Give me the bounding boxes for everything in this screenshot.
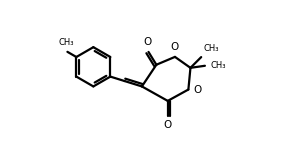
Text: CH₃: CH₃ [204,44,219,53]
Text: CH₃: CH₃ [59,38,74,47]
Text: O: O [193,85,202,94]
Text: O: O [164,120,172,130]
Text: O: O [171,42,179,52]
Text: CH₃: CH₃ [210,61,226,70]
Text: O: O [143,37,152,47]
